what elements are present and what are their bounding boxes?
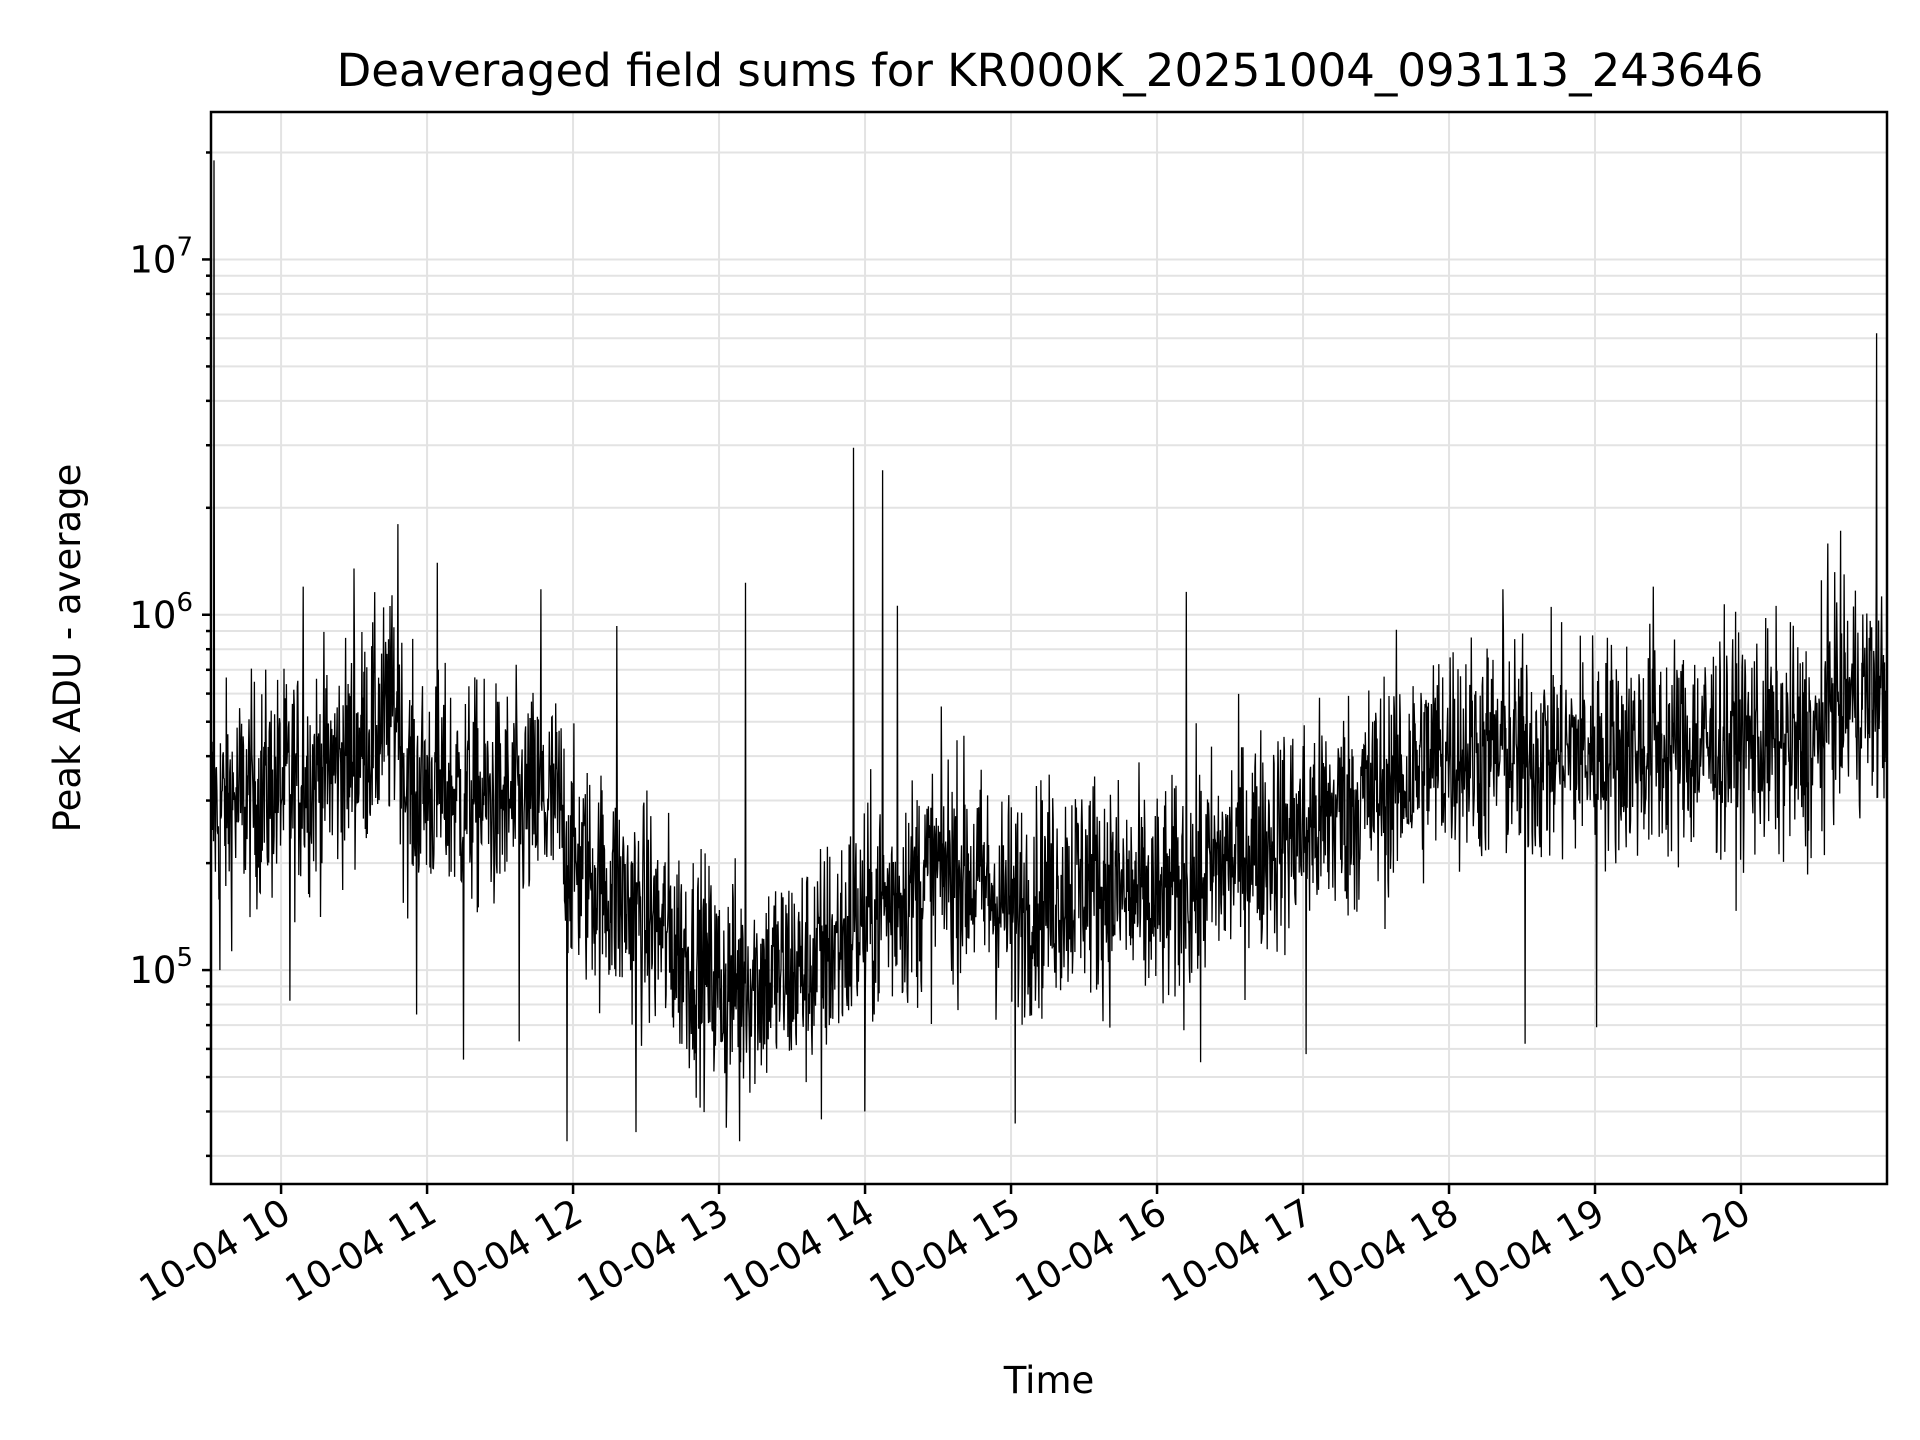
- y-tick-label: 107: [129, 232, 193, 281]
- y-axis: 105 106 107: [129, 151, 211, 1158]
- x-axis-label: Time: [1003, 1359, 1095, 1402]
- x-tick-label: 10-04 10: [132, 1191, 298, 1311]
- data-series-line: [211, 160, 1887, 1142]
- x-tick-label: 10-04 15: [862, 1191, 1028, 1311]
- x-tick-label: 10-04 13: [570, 1191, 736, 1311]
- x-tick-label: 10-04 20: [1592, 1191, 1758, 1311]
- y-tick-label: 105: [129, 943, 193, 992]
- chart-title: Deaveraged field sums for KR000K_2025100…: [337, 44, 1764, 97]
- x-tick-label: 10-04 17: [1154, 1191, 1320, 1311]
- x-tick-label: 10-04 19: [1446, 1191, 1612, 1311]
- x-tick-label: 10-04 11: [278, 1191, 444, 1311]
- y-axis-label: Peak ADU - average: [46, 464, 89, 833]
- x-tick-label: 10-04 18: [1300, 1191, 1466, 1311]
- plot-frame: [209, 110, 1889, 1186]
- grid: [211, 112, 1887, 1184]
- x-tick-label: 10-04 14: [716, 1191, 882, 1311]
- x-tick-label: 10-04 12: [424, 1191, 590, 1311]
- y-tick-label: 106: [129, 588, 193, 637]
- x-tick-label: 10-04 16: [1008, 1191, 1174, 1311]
